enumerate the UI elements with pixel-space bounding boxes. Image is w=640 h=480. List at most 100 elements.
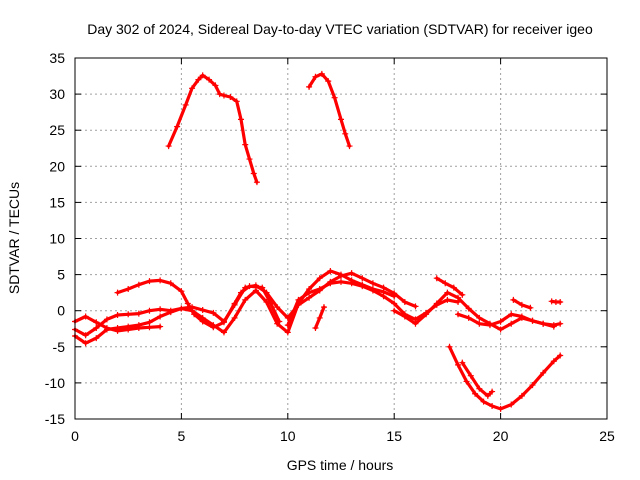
data-point <box>518 392 525 399</box>
data-point <box>216 91 223 98</box>
data-point <box>476 314 483 321</box>
data-point <box>220 318 227 325</box>
data-point <box>497 326 504 333</box>
data-point <box>444 289 451 296</box>
data-point <box>165 143 172 150</box>
series-dip-c <box>312 304 327 332</box>
data-point <box>557 320 564 327</box>
data-point <box>348 280 355 287</box>
data-point <box>548 298 555 305</box>
data-point <box>465 305 472 312</box>
data-point <box>459 291 466 298</box>
series-band-f <box>433 275 466 298</box>
data-point <box>167 307 174 314</box>
y-tick-label: 20 <box>49 158 65 174</box>
data-point <box>380 284 387 291</box>
data-point <box>167 280 174 287</box>
data-point <box>338 116 344 123</box>
data-point <box>231 314 238 321</box>
y-tick-label: 10 <box>49 231 65 247</box>
data-point <box>369 287 376 294</box>
data-point <box>529 382 536 389</box>
y-tick-label: 30 <box>49 86 65 102</box>
data-point <box>252 287 259 294</box>
data-point <box>467 372 474 379</box>
data-point <box>529 317 536 324</box>
data-point <box>455 294 462 301</box>
data-point <box>433 275 440 282</box>
data-point <box>157 277 164 284</box>
series-arc-high-1 <box>165 72 260 186</box>
data-point <box>178 288 185 295</box>
data-point <box>114 289 121 296</box>
data-point <box>250 170 257 177</box>
data-point <box>359 275 366 282</box>
data-point <box>346 143 353 150</box>
data-point <box>423 311 430 318</box>
data-point <box>476 320 483 327</box>
data-point <box>497 405 504 412</box>
data-point <box>231 301 238 308</box>
data-point <box>114 312 121 319</box>
data-point <box>312 73 319 80</box>
data-point <box>199 306 206 313</box>
y-tick-label: 5 <box>57 267 65 283</box>
data-point <box>195 76 202 83</box>
y-tick-label: 15 <box>49 194 65 210</box>
data-point <box>103 316 110 323</box>
data-point <box>401 299 408 306</box>
data-point <box>489 388 496 395</box>
data-point <box>391 290 398 297</box>
data-point <box>331 94 338 101</box>
data-point <box>182 101 189 108</box>
data-point <box>412 303 419 310</box>
x-tick-label: 5 <box>178 428 186 444</box>
data-point <box>510 296 517 303</box>
data-point <box>103 325 110 332</box>
series-line <box>435 276 464 297</box>
series-layer <box>72 70 564 412</box>
data-point <box>93 325 100 332</box>
data-point <box>237 116 244 123</box>
series-band-i <box>548 298 564 306</box>
data-point <box>306 83 313 90</box>
x-tick-label: 20 <box>493 428 509 444</box>
y-tick-label: 0 <box>57 303 65 319</box>
data-point <box>316 286 323 293</box>
data-point <box>455 361 462 368</box>
data-point <box>557 352 564 359</box>
data-point <box>484 392 491 399</box>
data-point <box>472 390 479 397</box>
data-point <box>82 332 89 339</box>
data-point <box>318 70 325 77</box>
data-point <box>327 267 334 274</box>
data-point <box>518 313 525 320</box>
data-point <box>220 329 227 336</box>
data-point <box>508 401 515 408</box>
data-point <box>527 304 534 311</box>
data-point <box>157 323 164 330</box>
data-point <box>135 281 142 288</box>
data-point <box>189 85 196 92</box>
data-point <box>125 311 132 318</box>
data-point <box>316 314 323 321</box>
data-point <box>486 322 493 329</box>
series-arc-high-2 <box>306 70 353 150</box>
data-point <box>178 305 185 312</box>
data-point <box>253 179 260 186</box>
data-point <box>459 359 466 366</box>
data-point <box>476 385 483 392</box>
data-point <box>199 72 206 79</box>
data-point <box>274 320 281 327</box>
y-tick-label: -5 <box>53 339 66 355</box>
data-point <box>444 296 451 303</box>
data-point <box>450 284 457 291</box>
data-point <box>114 327 121 334</box>
x-tick-label: 25 <box>599 428 615 444</box>
data-point <box>184 300 191 307</box>
data-point <box>557 299 564 306</box>
data-point <box>284 322 291 329</box>
data-point <box>146 278 153 285</box>
